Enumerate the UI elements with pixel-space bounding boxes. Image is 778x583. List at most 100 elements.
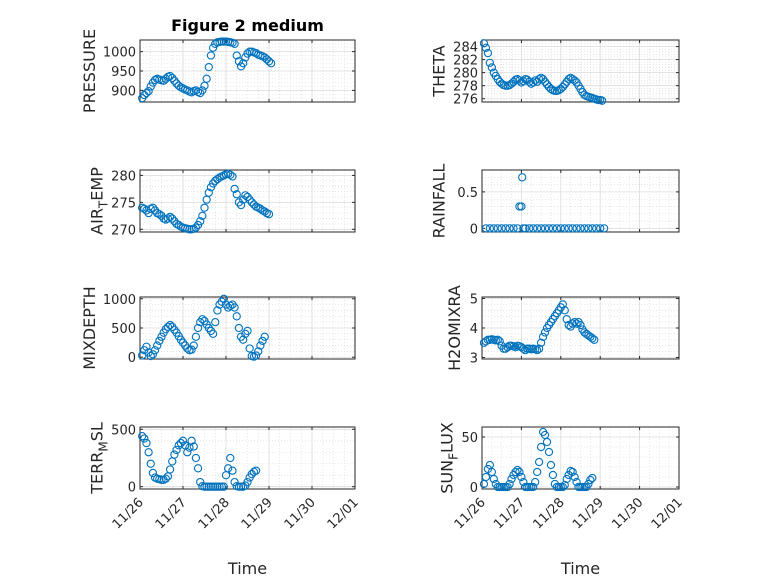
data-point (204, 482, 213, 491)
data-point (148, 350, 158, 359)
data-point (481, 472, 491, 482)
data-point (529, 482, 538, 492)
data-point (497, 79, 506, 88)
data-point (146, 459, 155, 468)
data-point (558, 300, 567, 309)
data-point (540, 224, 550, 233)
data-point (505, 479, 514, 489)
y-axis-label: H2OMIXRA (445, 285, 464, 371)
data-point (505, 224, 514, 233)
data-point (544, 447, 554, 457)
axes-box (139, 169, 356, 233)
x-axis-label: Time (227, 559, 267, 578)
data-point (170, 76, 179, 85)
y-tick-label: 500 (111, 322, 136, 337)
data-point (558, 82, 567, 92)
data-point (513, 465, 522, 475)
data-point (519, 76, 528, 86)
data-point (536, 442, 546, 452)
y-tick-label: 275 (111, 196, 136, 211)
y-axis-label: MIXDEPTH (80, 286, 99, 369)
data-point (217, 482, 226, 491)
y-tick-label: 282 (453, 54, 478, 69)
data-point (191, 86, 201, 95)
data-point (176, 438, 185, 448)
data-point (481, 337, 491, 346)
axes-box (481, 426, 680, 490)
data-point (485, 58, 495, 67)
data-point (570, 472, 579, 482)
data-point (245, 344, 254, 353)
subplot-5: 0 500 1000 MIXDEPTH (80, 286, 356, 370)
y-axis-label: THETA (430, 45, 449, 97)
data-point (519, 344, 528, 353)
data-point (204, 188, 213, 197)
data-point (140, 204, 149, 213)
data-point (150, 346, 160, 355)
x-axis-label: Time (560, 559, 600, 578)
data-point (556, 224, 565, 233)
y-tick-label: 950 (111, 65, 136, 80)
data-point (230, 184, 239, 194)
data-point (536, 224, 546, 233)
data-point (206, 51, 216, 60)
data-point (198, 315, 207, 324)
data-point (232, 312, 241, 321)
data-point (533, 224, 542, 233)
data-point (479, 39, 489, 48)
data-point (572, 224, 581, 233)
data-point (562, 474, 571, 484)
data-point (552, 224, 562, 233)
data-point (219, 482, 228, 491)
data-point (168, 214, 177, 223)
data-point (501, 224, 510, 233)
data-point (493, 224, 502, 233)
data-point (234, 323, 244, 333)
data-point (213, 482, 222, 491)
data-point (584, 479, 593, 489)
data-point (187, 345, 196, 354)
data-point (266, 59, 276, 68)
y-tick-label: 0 (128, 351, 136, 366)
data-point (507, 474, 516, 484)
data-point (191, 453, 201, 463)
data-point (213, 175, 222, 184)
data-point (174, 81, 183, 90)
y-tick-label: 5 (470, 292, 478, 307)
data-point (568, 467, 577, 477)
data-point (142, 342, 151, 351)
data-point (548, 470, 558, 480)
y-tick-label: 4 (470, 322, 478, 337)
data-point (215, 482, 224, 491)
data-point (511, 467, 520, 477)
data-point (538, 332, 548, 342)
data-point (564, 224, 573, 233)
data-point (161, 474, 170, 483)
data-point (534, 344, 544, 353)
data-point (592, 224, 601, 233)
data-point (588, 473, 597, 483)
data-point (161, 74, 170, 83)
data-point (256, 204, 265, 213)
data-point (234, 482, 244, 491)
y-axis-label: RAINFALL (430, 164, 449, 239)
data-point (590, 335, 599, 344)
data-point (493, 335, 502, 344)
y-tick-label: 0 (470, 481, 478, 496)
y-tick-label: 0 (470, 222, 478, 237)
data-point (568, 319, 577, 328)
data-point (193, 464, 203, 473)
y-axis-label: PRESSURE (80, 29, 99, 113)
y-tick-label: 0.5 (457, 186, 478, 201)
data-point (511, 343, 520, 352)
data-point (226, 453, 235, 463)
data-point (258, 336, 267, 346)
data-point (481, 224, 491, 233)
y-tick-label: 3 (470, 352, 478, 367)
y-tick-label: 280 (453, 67, 478, 82)
data-point (548, 224, 558, 233)
data-point (260, 207, 269, 216)
y-tick-label: 1000 (103, 293, 136, 308)
data-point (243, 49, 252, 58)
data-point (586, 475, 595, 485)
